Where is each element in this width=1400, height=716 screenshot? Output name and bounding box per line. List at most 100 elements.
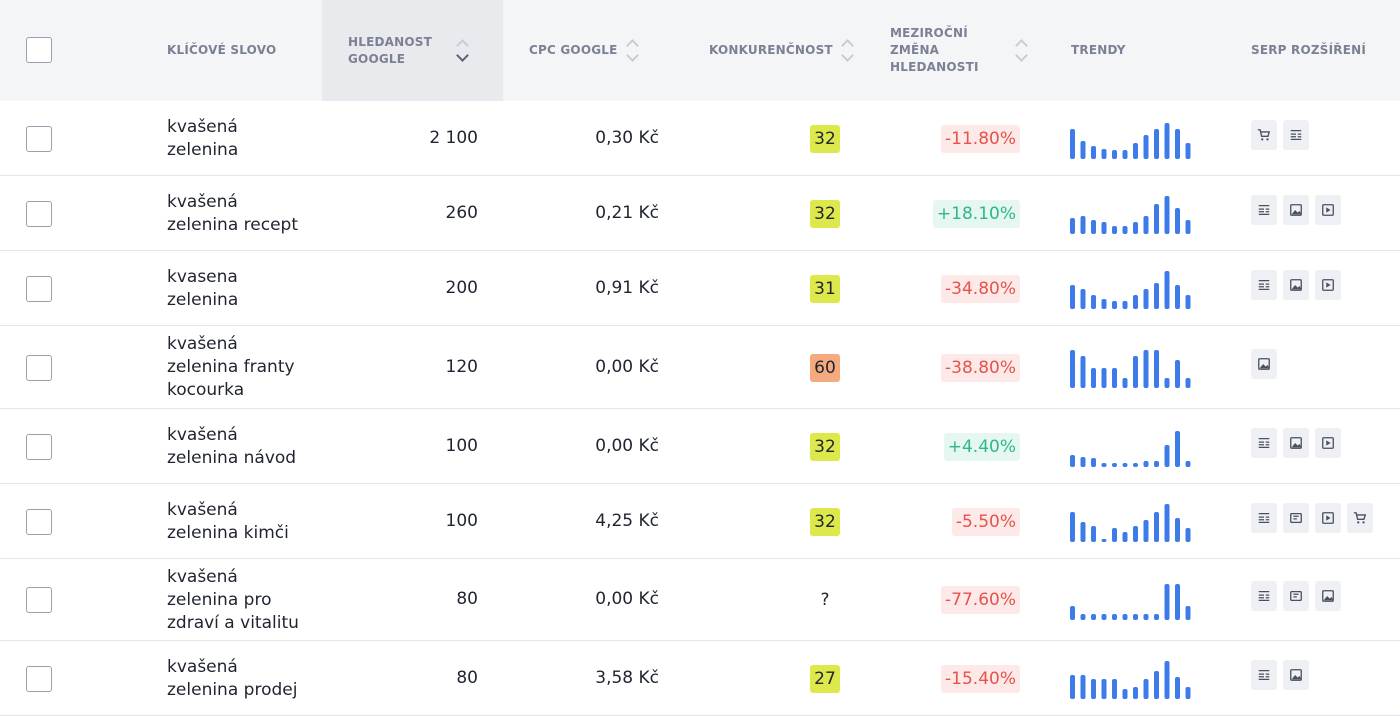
serp-features	[1251, 119, 1309, 150]
trend-bar	[1101, 678, 1107, 699]
table-row: kvasena zelenina 200 0,91 Kč 31 -34.80%	[0, 251, 1400, 326]
trend-sparkline	[1070, 348, 1200, 392]
featured-snippet-icon[interactable]	[1251, 269, 1277, 300]
trend-bar	[1070, 511, 1075, 542]
header-competition[interactable]: KONKURENČNOST	[709, 0, 854, 101]
trend-bar	[1122, 614, 1128, 620]
cpc-cell: 0,00 Kč	[595, 356, 659, 377]
row-checkbox[interactable]	[26, 587, 52, 613]
trend-bar	[1175, 284, 1180, 309]
trend-bar	[1164, 584, 1170, 620]
image-icon[interactable]	[1283, 659, 1309, 690]
trend-bar	[1070, 349, 1075, 388]
header-volume[interactable]: HLEDANOST GOOGLE	[322, 0, 503, 101]
row-checkbox[interactable]	[26, 665, 52, 692]
trend-sparkline	[1070, 269, 1200, 313]
row-checkbox[interactable]	[26, 275, 52, 302]
trend-bar	[1101, 298, 1107, 309]
trend-bar	[1112, 367, 1117, 388]
video-icon[interactable]	[1315, 194, 1341, 225]
keyword-cell[interactable]: kvašená zelenina recept	[167, 191, 317, 237]
keyword-line: zelenina	[167, 139, 239, 160]
keyword-line: zelenina recept	[167, 214, 298, 235]
trend-bar	[1154, 511, 1159, 542]
competition-badge: 60	[810, 353, 840, 382]
trend-sparkline	[1070, 659, 1200, 703]
trend-bar	[1091, 367, 1096, 388]
image-icon[interactable]	[1283, 194, 1309, 225]
row-checkbox[interactable]	[26, 125, 52, 152]
competition-badge: 32	[810, 199, 840, 228]
sort-desc-icon	[456, 39, 469, 62]
featured-snippet-icon[interactable]	[1283, 119, 1309, 150]
header-serp: SERP ROZŠÍŘENÍ	[1251, 43, 1367, 57]
keyword-cell[interactable]: kvašená zelenina pro zdraví a vitalitu	[167, 566, 317, 635]
trend-bar	[1154, 203, 1159, 234]
keyword-cell[interactable]: kvašená zelenina prodej	[167, 656, 317, 702]
featured-snippet-icon[interactable]	[1251, 194, 1277, 225]
trend-bar	[1133, 294, 1138, 309]
trend-bar	[1154, 670, 1159, 699]
trend-bar	[1164, 122, 1170, 159]
header-trends: TRENDY	[1071, 43, 1126, 57]
trend-bar	[1185, 142, 1191, 159]
trend-bar	[1091, 294, 1096, 309]
header-cpc[interactable]: CPC GOOGLE	[529, 0, 639, 101]
sort-icon	[625, 39, 639, 62]
yoy-change-badge: +4.40%	[943, 432, 1020, 461]
trend-bar	[1112, 225, 1117, 234]
yoy-change-badge: -15.40%	[941, 664, 1020, 693]
trend-bar	[1091, 219, 1096, 234]
shopping-icon[interactable]	[1347, 502, 1373, 533]
row-checkbox[interactable]	[26, 200, 52, 227]
trend-bar	[1175, 128, 1180, 159]
competition-badge: 27	[810, 664, 840, 693]
video-icon[interactable]	[1315, 269, 1341, 300]
reviews-icon[interactable]	[1283, 502, 1309, 533]
volume-cell: 260	[445, 202, 478, 223]
cpc-cell: 0,30 Kč	[595, 127, 659, 148]
row-checkbox[interactable]	[26, 433, 52, 460]
select-all-checkbox[interactable]	[26, 37, 52, 63]
sort-icon	[1014, 39, 1028, 62]
competition-badge: 32	[810, 432, 840, 461]
reviews-icon[interactable]	[1283, 581, 1309, 611]
header-keyword[interactable]: KLÍČOVÉ SLOVO	[167, 43, 277, 57]
serp-features	[1251, 659, 1309, 690]
row-checkbox[interactable]	[26, 354, 52, 381]
header-yoy[interactable]: MEZIROČNÍ ZMĚNA HLEDANOSTI	[890, 0, 1028, 101]
featured-snippet-icon[interactable]	[1251, 659, 1277, 690]
table-row: kvašená zelenina 2 100 0,30 Kč 32 -11.80%	[0, 101, 1400, 176]
trend-bar	[1122, 149, 1128, 159]
image-icon[interactable]	[1251, 348, 1277, 379]
serp-features	[1251, 194, 1341, 225]
keyword-cell[interactable]: kvasena zelenina	[167, 266, 317, 312]
keyword-cell[interactable]: kvašená zelenina návod	[167, 424, 317, 470]
trend-bar	[1070, 606, 1075, 620]
keyword-cell[interactable]: kvašená zelenina franty kocourka	[167, 333, 317, 402]
video-icon[interactable]	[1315, 427, 1341, 458]
trend-bar	[1091, 145, 1096, 159]
shopping-icon[interactable]	[1251, 119, 1277, 150]
trend-sparkline	[1070, 427, 1200, 471]
trend-bar	[1091, 678, 1096, 699]
trend-bar	[1175, 207, 1180, 234]
row-checkbox[interactable]	[26, 508, 52, 535]
keyword-cell[interactable]: kvašená zelenina	[167, 116, 317, 162]
table-row: kvašená zelenina kimči 100 4,25 Kč 32 -5.50%	[0, 484, 1400, 559]
image-icon[interactable]	[1315, 581, 1341, 611]
video-icon[interactable]	[1315, 502, 1341, 533]
trend-bar	[1101, 148, 1107, 159]
trend-bar	[1112, 149, 1117, 159]
trend-bar	[1101, 538, 1107, 542]
image-icon[interactable]	[1283, 269, 1309, 300]
trend-bar	[1143, 614, 1149, 620]
image-icon[interactable]	[1283, 427, 1309, 458]
featured-snippet-icon[interactable]	[1251, 427, 1277, 458]
trend-bar	[1185, 460, 1191, 467]
featured-snippet-icon[interactable]	[1251, 581, 1277, 611]
keyword-cell[interactable]: kvašená zelenina kimči	[167, 499, 317, 545]
trend-bar	[1133, 462, 1138, 467]
trend-bar	[1122, 225, 1128, 234]
featured-snippet-icon[interactable]	[1251, 502, 1277, 533]
